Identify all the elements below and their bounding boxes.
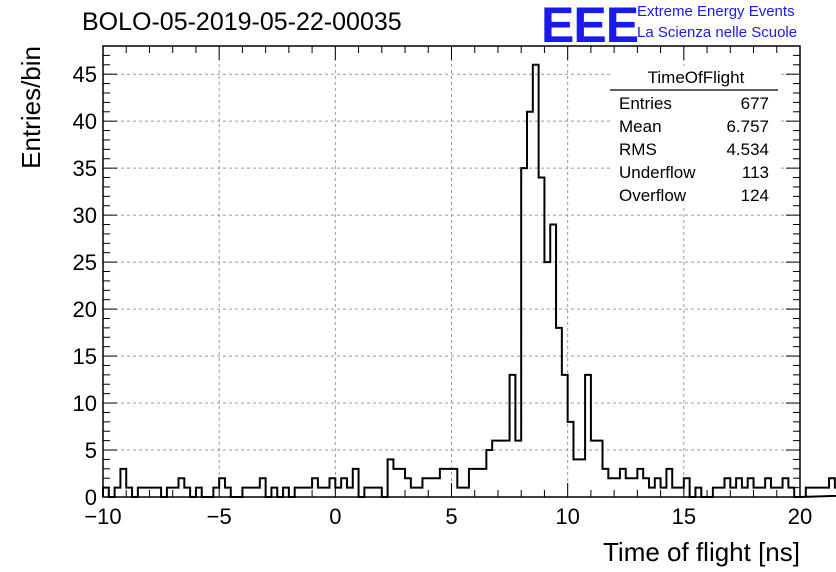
y-tick-label: 25 xyxy=(73,250,97,275)
x-axis-title: Time of flight [ns] xyxy=(603,537,800,567)
y-tick-label: 45 xyxy=(73,62,97,87)
stats-row-value: 677 xyxy=(741,94,769,113)
stats-box: TimeOfFlight Entries 677 Mean 6.757 RMS 4.534… xyxy=(610,66,778,208)
stats-row-value: 4.534 xyxy=(726,140,769,159)
logo-subtitle-line1: Extreme Energy Events xyxy=(637,3,795,20)
tick-labels: −10 −5 0 5 10 15 20 0 5 10 15 20 25 30 35 40 45 xyxy=(73,62,813,529)
y-tick-label: 0 xyxy=(85,485,97,510)
page-title: BOLO-05-2019-05-22-00035 xyxy=(82,8,402,36)
logo-subtitle-line2: La Scienza nelle Scuole xyxy=(637,24,798,41)
stats-row-value: 124 xyxy=(741,186,769,205)
grid xyxy=(103,46,800,497)
y-tick-label: 30 xyxy=(73,203,97,228)
stats-row-label: Entries xyxy=(619,94,672,113)
histogram-series-line xyxy=(102,63,836,498)
y-tick-label: 40 xyxy=(73,109,97,134)
y-tick-label: 15 xyxy=(73,344,97,369)
plot-frame xyxy=(102,45,801,498)
stats-box-rows: Entries 677 Mean 6.757 RMS 4.534 Underflow 113 O… xyxy=(619,94,769,205)
stats-row-label: RMS xyxy=(619,140,657,159)
x-tick-label: −5 xyxy=(207,504,232,529)
y-axis-title: Entries/bin xyxy=(16,46,46,169)
y-tick-label: 5 xyxy=(85,438,97,463)
x-tick-label: 20 xyxy=(788,504,812,529)
stats-row-label: Mean xyxy=(619,117,662,136)
stats-row-value: 113 xyxy=(742,163,769,182)
y-tick-label: 20 xyxy=(73,297,97,322)
axis-ticks xyxy=(102,45,801,498)
stats-box-title: TimeOfFlight xyxy=(648,68,745,87)
eee-logo: EEE xyxy=(541,0,639,53)
y-tick-label: 10 xyxy=(73,391,97,416)
x-tick-label: 10 xyxy=(555,504,579,529)
stats-row-label: Overflow xyxy=(619,186,687,205)
x-tick-label: 15 xyxy=(672,504,696,529)
stats-row-value: 6.757 xyxy=(726,117,769,136)
x-tick-label: 5 xyxy=(445,504,457,529)
x-tick-label: −10 xyxy=(84,504,121,529)
y-tick-label: 35 xyxy=(73,156,97,181)
x-tick-label: 0 xyxy=(329,504,341,529)
stats-row-label: Underflow xyxy=(619,163,696,182)
